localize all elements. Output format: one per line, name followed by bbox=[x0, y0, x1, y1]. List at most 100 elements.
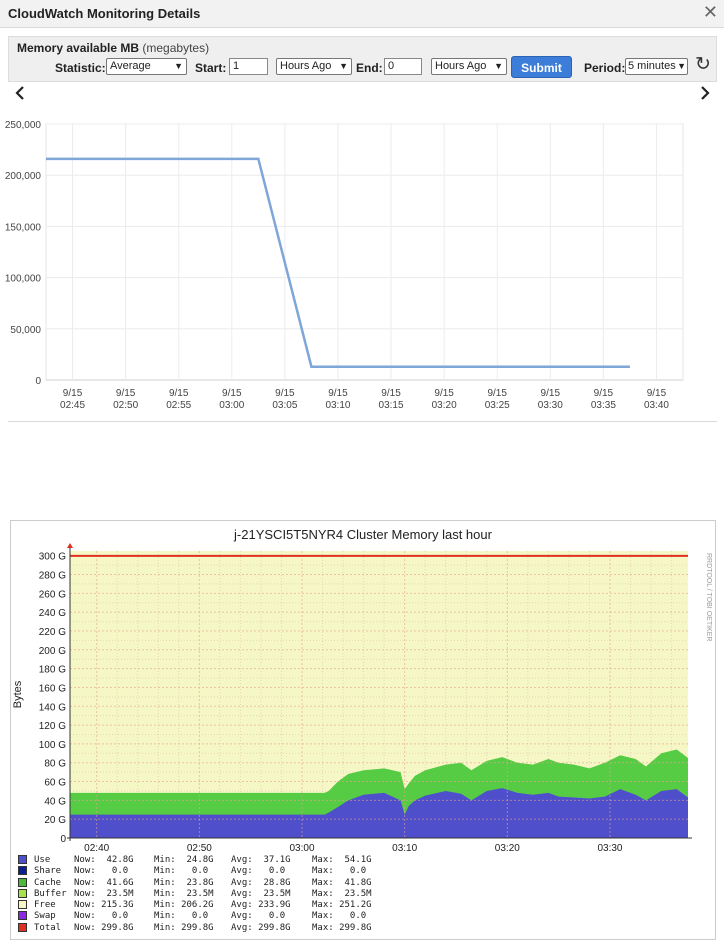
x-tick-label: 02:40 bbox=[84, 843, 109, 854]
legend-min: Min: 23.5M bbox=[154, 888, 214, 899]
x-tick-label: 03:00 bbox=[219, 400, 244, 411]
chevron-left-icon[interactable] bbox=[14, 84, 26, 107]
legend-row: Buffer Now: 23.5M Min: 23.5M Avg: 23.5M Max:… bbox=[18, 888, 372, 900]
y-tick-label: 150,000 bbox=[5, 222, 42, 233]
y-tick-label: 50,000 bbox=[10, 325, 41, 336]
legend-label: Share bbox=[34, 866, 62, 877]
x-tick-label: 03:00 bbox=[289, 843, 314, 854]
x-tick-label: 03:10 bbox=[392, 843, 417, 854]
legend-label: Total bbox=[34, 922, 62, 933]
legend-max: Max: 0.0 bbox=[312, 866, 367, 877]
legend-swatch bbox=[18, 855, 27, 864]
legend-avg: Avg: 0.0 bbox=[231, 866, 286, 877]
x-tick-label: 9/15 bbox=[328, 388, 348, 399]
y-tick-label: 300 G bbox=[39, 552, 66, 563]
close-icon[interactable]: ✕ bbox=[702, 2, 718, 22]
chevron-down-icon: ▼ bbox=[174, 61, 183, 71]
legend-max: Max: 23.5M bbox=[312, 888, 372, 899]
x-tick-label: 9/15 bbox=[541, 388, 561, 399]
x-tick-label: 9/15 bbox=[434, 388, 454, 399]
legend-row: Swap Now: 0.0 Min: 0.0 Avg: 0.0 Max: 0.0 bbox=[18, 911, 366, 922]
legend-avg: Avg: 23.5M bbox=[231, 888, 291, 899]
y-tick-label: 140 G bbox=[39, 702, 66, 713]
chevron-down-icon: ▼ bbox=[494, 61, 503, 71]
legend-swatch bbox=[18, 888, 27, 898]
plot-area bbox=[45, 123, 684, 381]
period-label: Period: bbox=[584, 61, 626, 75]
y-tick-label: 40 G bbox=[44, 796, 66, 807]
x-tick-label: 03:40 bbox=[644, 400, 669, 411]
start-label: Start: bbox=[195, 61, 227, 75]
window-titlebar: CloudWatch Monitoring Details ✕ bbox=[0, 0, 724, 28]
end-unit-value: Hours Ago bbox=[435, 60, 487, 72]
refresh-icon[interactable]: ↻ bbox=[695, 54, 711, 75]
x-tick-label: 03:30 bbox=[597, 843, 622, 854]
start-input[interactable]: 1 bbox=[229, 58, 268, 75]
start-unit-select[interactable]: Hours Ago ▼ bbox=[276, 58, 352, 75]
legend-row: Total Now: 299.8G Min: 299.8G Avg: 299.8G Ma… bbox=[18, 922, 372, 934]
statistic-label: Statistic: bbox=[55, 61, 106, 75]
legend-avg: Avg: 28.8G bbox=[231, 877, 291, 888]
legend-now: Now: 42.8G bbox=[74, 855, 134, 865]
x-tick-label: 03:10 bbox=[325, 400, 350, 411]
legend-row: Free Now: 215.3G Min: 206.2G Avg: 233.9G Max… bbox=[18, 900, 372, 911]
y-axis-label: Bytes bbox=[12, 680, 24, 708]
y-tick-label: 100,000 bbox=[5, 274, 42, 285]
x-tick-label: 9/15 bbox=[487, 388, 507, 399]
legend-min: Min: 0.0 bbox=[154, 911, 209, 922]
chevron-right-icon[interactable] bbox=[699, 84, 711, 107]
x-tick-label: 03:20 bbox=[432, 400, 457, 411]
y-tick-label: 200 G bbox=[39, 646, 66, 657]
period-value: 5 minutes bbox=[628, 60, 676, 72]
legend-row: Share Now: 0.0 Min: 0.0 Avg: 0.0 Max: 0.0 bbox=[18, 866, 366, 877]
window-title: CloudWatch Monitoring Details bbox=[8, 6, 201, 21]
legend-now: Now: 41.6G bbox=[74, 877, 134, 888]
x-tick-label: 9/15 bbox=[647, 388, 667, 399]
end-input[interactable]: 0 bbox=[384, 58, 422, 75]
y-tick-label: 100 G bbox=[39, 740, 66, 751]
x-tick-label: 03:30 bbox=[538, 400, 563, 411]
legend-swatch bbox=[18, 866, 27, 876]
memory-legend: Use Now: 42.8G Min: 24.8G Avg: 37.1G Max: 54… bbox=[18, 855, 372, 934]
x-tick-label: 9/15 bbox=[63, 388, 83, 399]
x-tick-label: 9/15 bbox=[594, 388, 614, 399]
legend-row: Cache Now: 41.6G Min: 23.8G Avg: 28.8G Max: … bbox=[18, 877, 372, 889]
chevron-down-icon: ▼ bbox=[677, 61, 686, 71]
legend-label: Cache bbox=[34, 877, 62, 888]
legend-now: Now: 0.0 bbox=[74, 866, 129, 877]
end-unit-select[interactable]: Hours Ago ▼ bbox=[431, 58, 507, 75]
y-tick-label: 80 G bbox=[44, 759, 66, 770]
x-tick-label: 03:25 bbox=[485, 400, 510, 411]
chart-title: j-21YSCI5T5NYR4 Cluster Memory last hour bbox=[233, 527, 493, 542]
legend-now: Now: 299.8G bbox=[74, 922, 134, 933]
y-axis-arrow bbox=[67, 543, 73, 548]
statistic-select[interactable]: Average ▼ bbox=[106, 58, 187, 75]
period-select[interactable]: 5 minutes ▼ bbox=[625, 58, 688, 75]
legend-label: Free bbox=[34, 900, 56, 911]
y-tick-label: 120 G bbox=[39, 721, 66, 732]
submit-button[interactable]: Submit bbox=[511, 56, 572, 78]
legend-swatch bbox=[18, 911, 27, 921]
legend-avg: Avg: 37.1G bbox=[231, 855, 291, 865]
x-tick-label: 9/15 bbox=[275, 388, 295, 399]
legend-label: Swap bbox=[34, 911, 56, 922]
y-tick-label: 0 bbox=[60, 834, 66, 845]
legend-avg: Avg: 233.9G bbox=[231, 900, 291, 911]
y-tick-label: 20 G bbox=[44, 815, 66, 826]
legend-min: Min: 0.0 bbox=[154, 866, 209, 877]
x-tick-label: 03:05 bbox=[272, 400, 297, 411]
y-tick-label: 250,000 bbox=[5, 120, 42, 131]
memory-available-line bbox=[46, 157, 630, 368]
legend-min: Min: 24.8G bbox=[154, 855, 214, 865]
statistic-value: Average bbox=[110, 60, 151, 72]
legend-max: Max: 299.8G bbox=[312, 922, 372, 933]
legend-swatch bbox=[18, 877, 27, 887]
legend-max: Max: 41.8G bbox=[312, 877, 372, 888]
legend-row: Use Now: 42.8G Min: 24.8G Avg: 37.1G Max: 54… bbox=[18, 855, 372, 866]
legend-now: Now: 215.3G bbox=[74, 900, 134, 911]
legend-avg: Avg: 0.0 bbox=[231, 911, 286, 922]
legend-max: Max: 251.2G bbox=[312, 900, 372, 911]
use-area bbox=[70, 788, 688, 838]
x-tick-label: 9/15 bbox=[116, 388, 136, 399]
legend-max: Max: 0.0 bbox=[312, 911, 367, 922]
